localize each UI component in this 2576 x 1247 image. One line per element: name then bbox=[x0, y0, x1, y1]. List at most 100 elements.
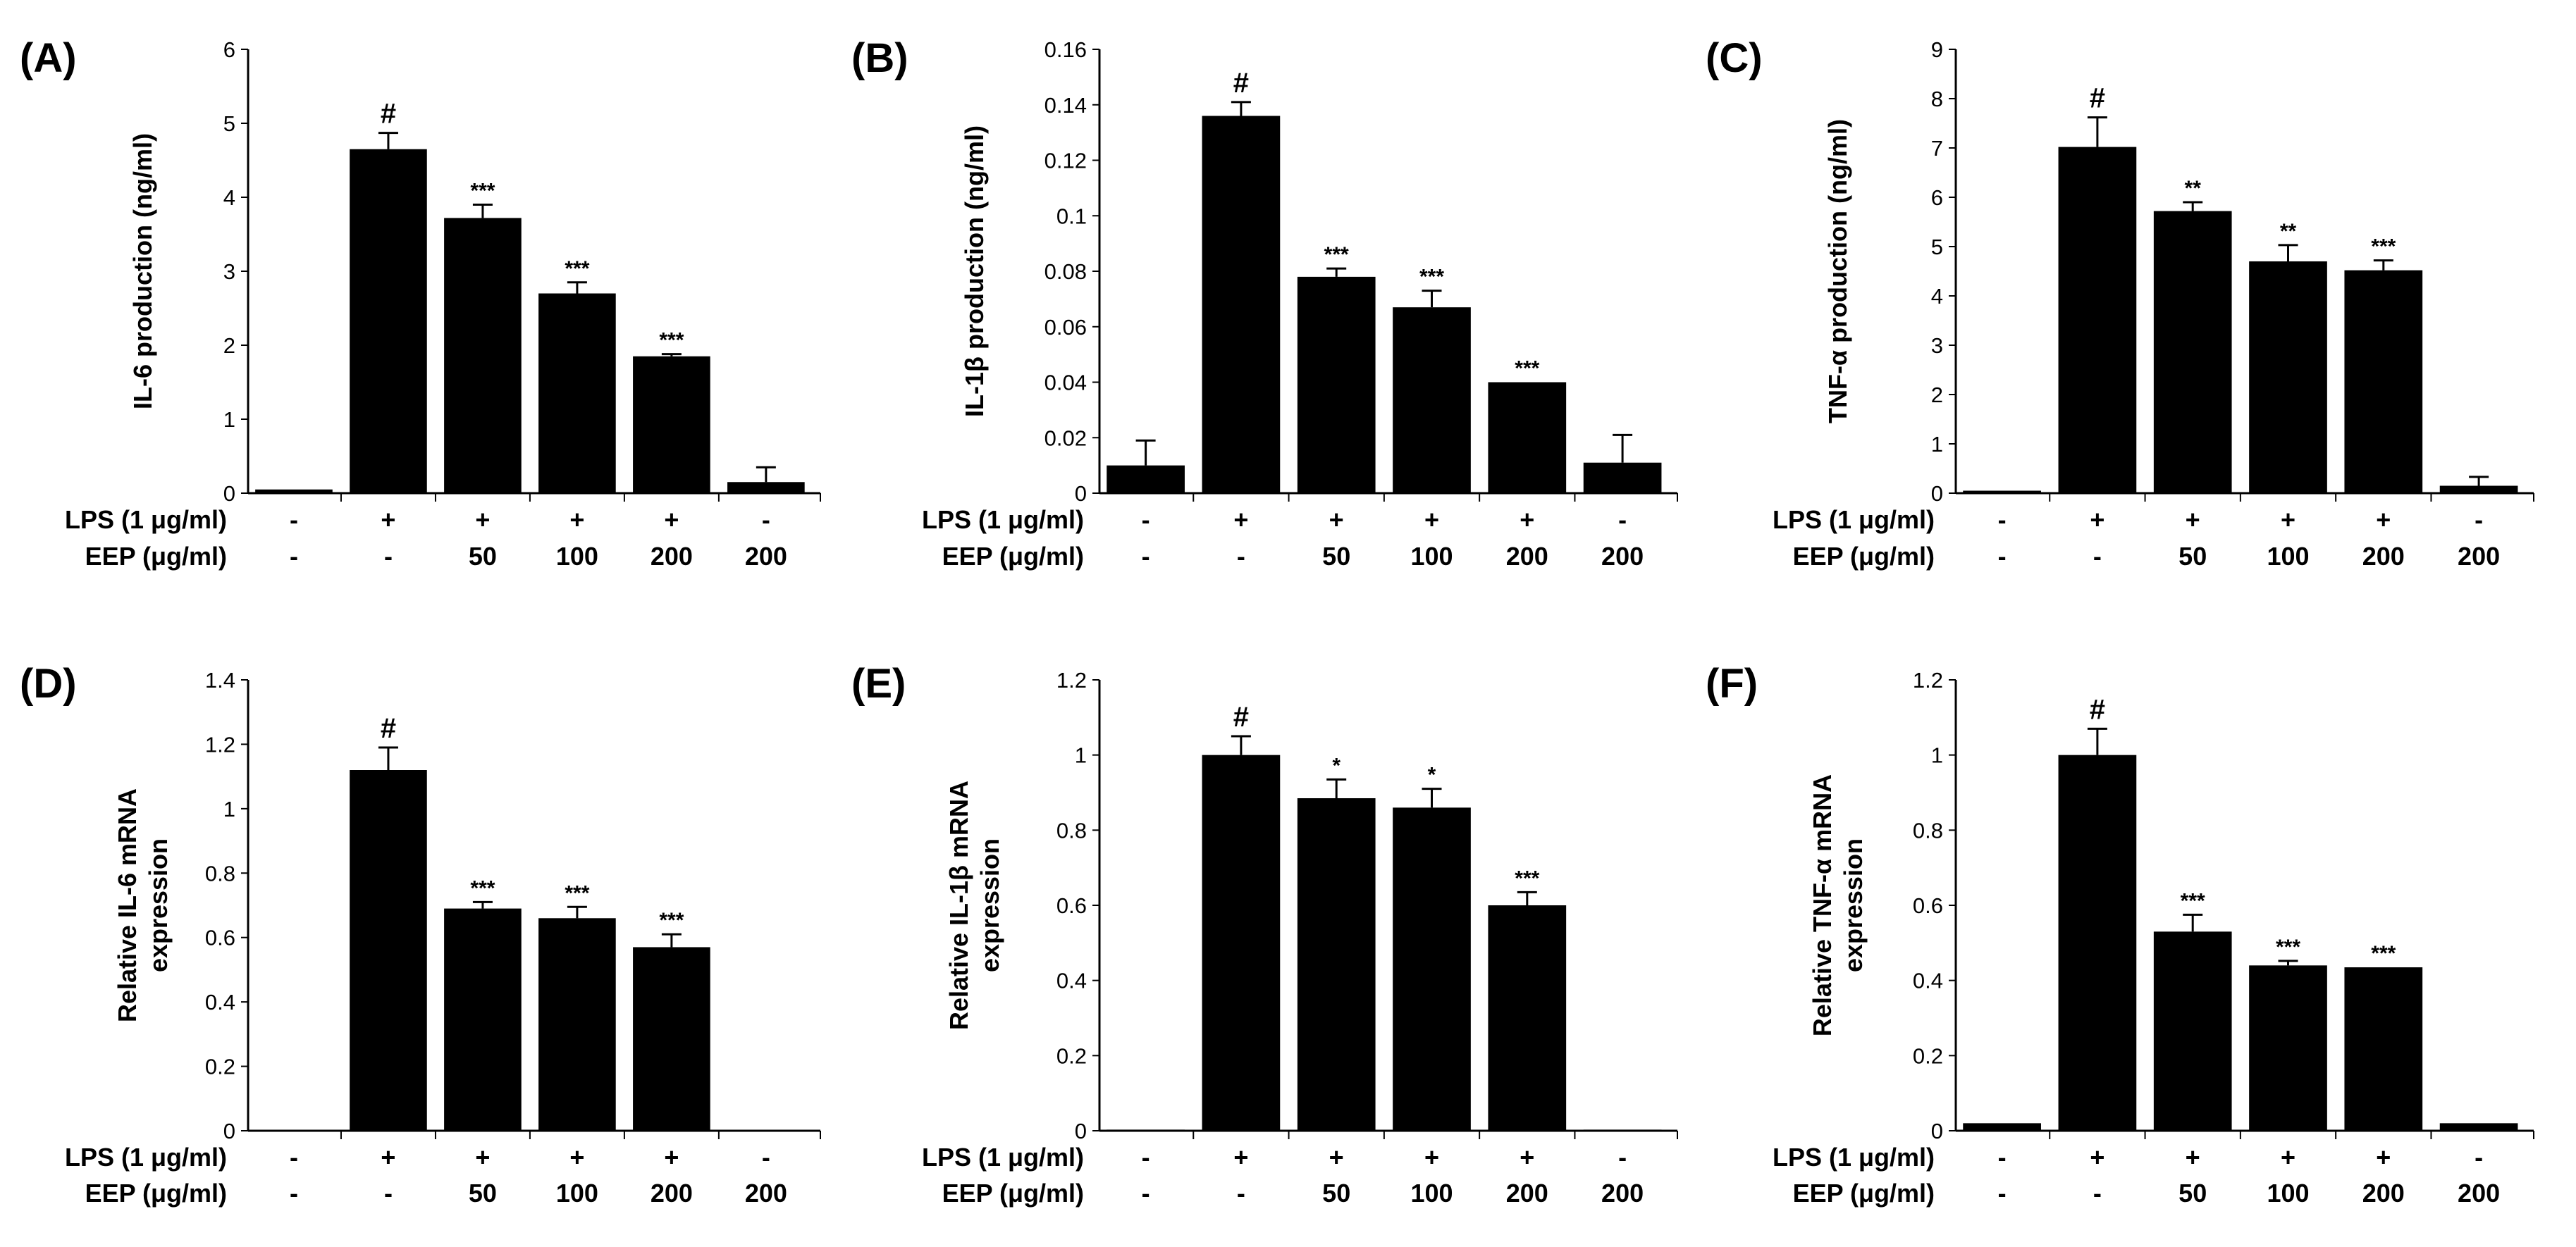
bar-4 bbox=[538, 293, 616, 493]
significance-label: # bbox=[2090, 83, 2105, 114]
y-tick-label: 0.16 bbox=[1044, 37, 1087, 62]
eep-condition-label: 200 bbox=[745, 542, 787, 571]
bar-3 bbox=[444, 218, 522, 493]
lps-condition-label: + bbox=[1424, 1143, 1439, 1172]
lps-condition-label: + bbox=[569, 505, 584, 534]
eep-condition-label: - bbox=[384, 542, 393, 571]
bar-4 bbox=[2249, 261, 2327, 493]
panel-label: (E) bbox=[851, 661, 906, 707]
y-tick-label: 1 bbox=[223, 407, 235, 432]
y-tick-label: 0.8 bbox=[1913, 818, 1943, 843]
significance-label: *** bbox=[659, 329, 684, 352]
bar-3 bbox=[2153, 931, 2232, 1131]
bar-2 bbox=[1202, 116, 1281, 493]
y-tick-label: 0.2 bbox=[205, 1055, 235, 1079]
eep-condition-label: 200 bbox=[1601, 1179, 1644, 1208]
eep-condition-label: 100 bbox=[1410, 542, 1453, 571]
lps-row-label: LPS (1 μg/ml) bbox=[922, 505, 1084, 534]
y-tick-label: 1.2 bbox=[1913, 668, 1943, 693]
lps-condition-label: - bbox=[290, 505, 298, 534]
eep-condition-label: - bbox=[1237, 1179, 1245, 1208]
y-axis-title: IL-6 production (ng/ml) bbox=[128, 133, 157, 409]
eep-condition-label: - bbox=[290, 1179, 298, 1208]
y-tick-label: 0.4 bbox=[1913, 969, 1943, 993]
lps-condition-label: + bbox=[1520, 505, 1534, 534]
lps-row-label: LPS (1 μg/ml) bbox=[65, 505, 227, 534]
chart-panel-5: (E) Relative IL-1β mRNA expression 0 0.2 0.4 0… bbox=[851, 661, 1678, 1208]
bar-3 bbox=[1297, 276, 1376, 493]
eep-condition-label: 50 bbox=[469, 1179, 497, 1208]
y-tick-label: 3 bbox=[1931, 333, 1943, 358]
bar-2 bbox=[350, 149, 427, 493]
lps-condition-label: - bbox=[2475, 1143, 2483, 1172]
bar-6 bbox=[1583, 1129, 1662, 1131]
y-axis-title: expression bbox=[975, 838, 1004, 972]
y-tick-label: 4 bbox=[1931, 284, 1943, 309]
significance-label: *** bbox=[1419, 266, 1444, 289]
y-tick-label: 1 bbox=[1931, 432, 1943, 457]
y-tick-label: 0 bbox=[1075, 481, 1087, 506]
y-tick-label: 1.2 bbox=[205, 732, 235, 757]
y-tick-label: 0.8 bbox=[1056, 818, 1087, 843]
bar-6 bbox=[1583, 462, 1662, 493]
y-tick-label: 0 bbox=[223, 481, 235, 506]
y-tick-label: 0.02 bbox=[1044, 426, 1087, 450]
significance-label: # bbox=[1233, 68, 1249, 99]
eep-row-label: EEP (μg/ml) bbox=[1793, 542, 1935, 571]
lps-condition-label: + bbox=[664, 1143, 679, 1172]
lps-condition-label: + bbox=[2376, 1143, 2391, 1172]
lps-condition-label: + bbox=[1233, 505, 1248, 534]
eep-row-label: EEP (μg/ml) bbox=[942, 542, 1084, 571]
chart-panel-6: (F) Relative TNF-α mRNA expression 0 0.2 0.4 0… bbox=[1706, 661, 2534, 1208]
y-tick-label: 6 bbox=[1931, 185, 1943, 210]
y-tick-label: 0.4 bbox=[1056, 969, 1087, 993]
chart-panel-2: (B) IL-1β production (ng/ml) 0 0.02 0.04 0.06… bbox=[851, 35, 1678, 571]
eep-condition-label: - bbox=[384, 1179, 393, 1208]
bar-2 bbox=[2058, 755, 2137, 1131]
chart-panel-4: (D) Relative IL-6 mRNA expression 0 0.2 0.4 0.… bbox=[20, 661, 821, 1208]
y-tick-label: 3 bbox=[223, 259, 235, 284]
panel-label: (A) bbox=[20, 35, 77, 81]
y-tick-label: 1.4 bbox=[205, 668, 235, 693]
y-axis-title: Relative IL-1β mRNA bbox=[944, 781, 973, 1030]
eep-condition-label: 50 bbox=[2178, 542, 2207, 571]
bar-3 bbox=[444, 908, 522, 1131]
y-tick-label: 5 bbox=[223, 111, 235, 136]
lps-row-label: LPS (1 μg/ml) bbox=[65, 1143, 227, 1172]
y-axis-title: expression bbox=[1839, 838, 1868, 972]
y-tick-label: 0 bbox=[1931, 1119, 1943, 1143]
eep-condition-label: - bbox=[1998, 1179, 2007, 1208]
y-tick-label: 4 bbox=[223, 185, 235, 210]
y-tick-label: 8 bbox=[1931, 87, 1943, 111]
bar-1 bbox=[1107, 1129, 1185, 1131]
y-tick-label: 0.2 bbox=[1056, 1043, 1087, 1068]
significance-label: # bbox=[2090, 694, 2105, 725]
chart-panel-3: (C) TNF-α production (ng/ml) 0 1 2 3 4 5 6 7 8 9 # **… bbox=[1706, 35, 2534, 571]
eep-row-label: EEP (μg/ml) bbox=[1793, 1179, 1935, 1208]
lps-condition-label: - bbox=[1618, 505, 1627, 534]
y-axis-title: expression bbox=[144, 838, 173, 972]
lps-condition-label: + bbox=[2090, 505, 2104, 534]
lps-condition-label: - bbox=[762, 1143, 770, 1172]
y-tick-label: 0.14 bbox=[1044, 93, 1087, 118]
eep-row-label: EEP (μg/ml) bbox=[942, 1179, 1084, 1208]
eep-condition-label: 100 bbox=[2267, 1179, 2309, 1208]
y-axis-title: Relative TNF-α mRNA bbox=[1808, 774, 1837, 1036]
lps-condition-label: - bbox=[2475, 505, 2483, 534]
bar-1 bbox=[255, 489, 333, 493]
eep-condition-label: 100 bbox=[556, 1179, 598, 1208]
lps-condition-label: + bbox=[381, 505, 395, 534]
lps-condition-label: + bbox=[1329, 1143, 1344, 1172]
significance-label: *** bbox=[2371, 942, 2396, 965]
y-axis-title: Relative IL-6 mRNA bbox=[113, 788, 142, 1022]
significance-label: *** bbox=[2371, 235, 2396, 259]
bar-6 bbox=[2439, 485, 2518, 493]
eep-condition-label: 50 bbox=[1322, 1179, 1350, 1208]
y-tick-label: 2 bbox=[1931, 383, 1943, 407]
eep-row-label: EEP (μg/ml) bbox=[85, 1179, 227, 1208]
eep-condition-label: 100 bbox=[1410, 1179, 1453, 1208]
y-tick-label: 0.04 bbox=[1044, 371, 1087, 395]
bar-2 bbox=[1202, 755, 1281, 1131]
bar-1 bbox=[1963, 1123, 2041, 1131]
lps-condition-label: + bbox=[475, 1143, 490, 1172]
